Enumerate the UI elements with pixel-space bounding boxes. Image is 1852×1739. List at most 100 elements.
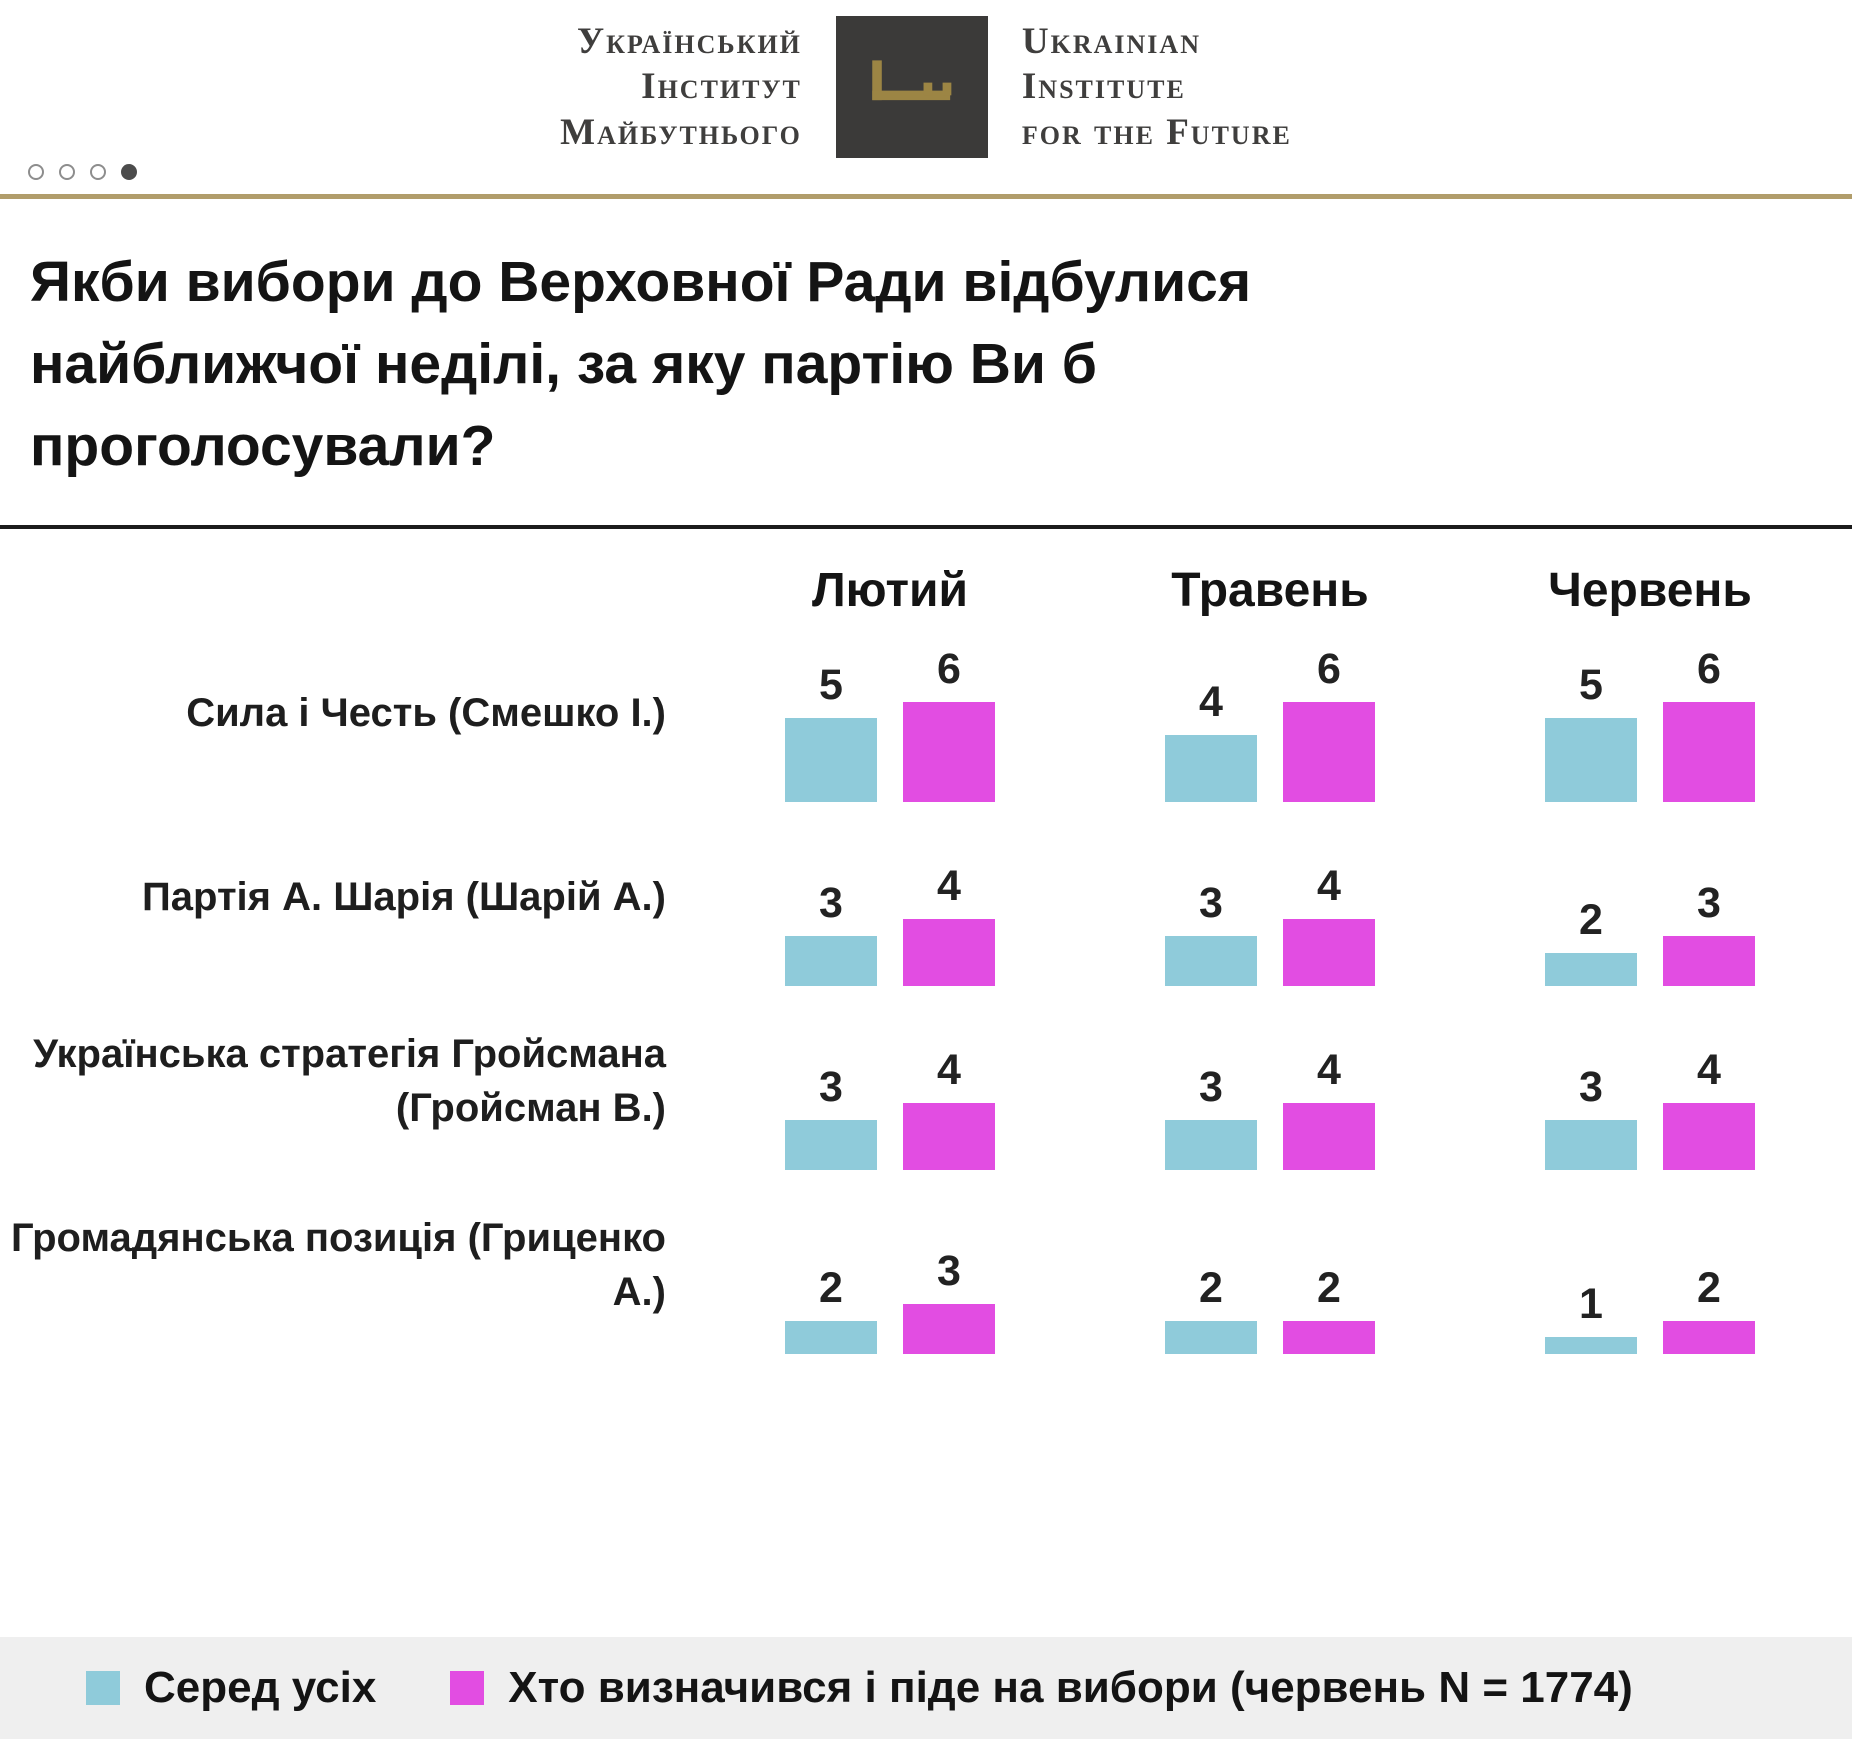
logo-uk-line1: Український [576,21,802,63]
pagination-dot[interactable] [90,164,106,180]
logo-en-line2: Institute [1021,66,1186,108]
bar-decided: 4 [903,862,995,987]
bar-decided: 4 [1663,1046,1755,1171]
bar-value: 2 [1317,1264,1341,1313]
bar-value: 4 [1317,862,1341,911]
chart-row: Громадянська позиція (Гриценко А.) 2 3 2 2 1 2 [0,1176,1852,1355]
bar-value: 2 [1199,1264,1223,1313]
bar [1165,1120,1257,1171]
legend-swatch-all [86,1671,120,1705]
logo-text-english: Ukrainian Institute for the Future [1022,19,1292,154]
party-label: Українська стратегія Гройсмана (Гройсман… [33,1032,666,1131]
bar-decided: 2 [1663,1264,1755,1355]
bar-value: 2 [1579,896,1603,945]
bar [903,1103,995,1171]
bar [903,702,995,803]
bar-all: 2 [785,1264,877,1355]
bar-all: 3 [1165,879,1257,987]
bar [785,718,877,803]
bar [903,919,995,987]
bar-all: 1 [1545,1280,1637,1355]
bar-all: 2 [1165,1264,1257,1355]
month-header: Лютий [812,564,968,618]
bar-all: 3 [1545,1063,1637,1171]
bar [785,1321,877,1355]
bar-value: 6 [1317,645,1341,694]
logo-en-line3: for the Future [1021,111,1292,153]
party-label: Громадянська позиція (Гриценко А.) [10,1216,666,1315]
chart-row: Українська стратегія Гройсмана (Гройсман… [0,992,1852,1171]
bar [1663,1321,1755,1355]
chart-row: Сила і Честь (Смешко І.) 5 6 4 6 5 6 [0,624,1852,803]
bar [1165,1321,1257,1355]
bar-value: 1 [1579,1280,1603,1329]
logo-uk-line3: Майбутнього [560,111,802,153]
bar-value: 3 [1697,879,1721,928]
bar-value: 2 [1697,1264,1721,1313]
bar-all: 3 [785,879,877,987]
logo-uk-line2: Інститут [641,66,802,108]
month-header: Червень [1548,564,1752,618]
legend-item-decided: Хто визначився і піде на вибори (червень… [450,1663,1633,1713]
bar-value: 6 [937,645,961,694]
bar-value: 3 [1199,1063,1223,1112]
logo-text-ukrainian: Український Інститут Майбутнього [560,19,802,154]
party-label: Сила і Честь (Смешко І.) [186,691,666,736]
gold-divider [0,194,1852,199]
bar-decided: 4 [903,1046,995,1171]
bar [1165,735,1257,803]
black-divider [0,525,1852,530]
month-headers: Лютий Травень Червень [0,563,1852,618]
bar-decided: 6 [1663,645,1755,803]
bar-decided: 2 [1283,1264,1375,1355]
chart-row: Партія А. Шарія (Шарій А.) 3 4 3 4 2 3 [0,808,1852,987]
bar-decided: 6 [1283,645,1375,803]
bar [1545,953,1637,987]
bar-all: 3 [785,1063,877,1171]
bar-value: 3 [937,1247,961,1296]
bar-all: 4 [1165,678,1257,803]
bar [1283,919,1375,987]
bar [1283,1103,1375,1171]
page-title: Якби вибори до Верховної Ради відбулися … [30,250,1252,479]
bar [1663,1103,1755,1171]
pagination-dot[interactable] [121,164,137,180]
pagination-dot[interactable] [28,164,44,180]
bar-decided: 4 [1283,1046,1375,1171]
bar [1663,702,1755,803]
logo-square [835,16,988,158]
pagination-dot[interactable] [59,164,75,180]
bar [1283,702,1375,803]
bar-value: 4 [1697,1046,1721,1095]
legend-label-decided: Хто визначився і піде на вибори (червень… [508,1663,1633,1712]
bar [1283,1321,1375,1355]
chart-rows: Сила і Честь (Смешко І.) 5 6 4 6 5 6 Партія А. … [0,624,1852,1355]
bar [785,936,877,987]
month-header: Травень [1171,564,1369,618]
bar [785,1120,877,1171]
spacer [0,563,700,618]
bar [1663,936,1755,987]
bar-decided: 6 [903,645,995,803]
bar-value: 3 [819,1063,843,1112]
bar-all: 3 [1165,1063,1257,1171]
legend: Серед усіх Хто визначився і піде на вибо… [0,1637,1852,1739]
bar-value: 4 [1317,1046,1341,1095]
legend-item-all: Серед усіх [86,1663,376,1713]
key-icon [864,54,960,121]
bar-decided: 3 [1663,879,1755,987]
bar-value: 3 [1579,1063,1603,1112]
legend-label-all: Серед усіх [144,1663,377,1712]
bar-all: 2 [1545,896,1637,987]
bar-all: 5 [785,661,877,803]
bar-value: 4 [1199,678,1223,727]
